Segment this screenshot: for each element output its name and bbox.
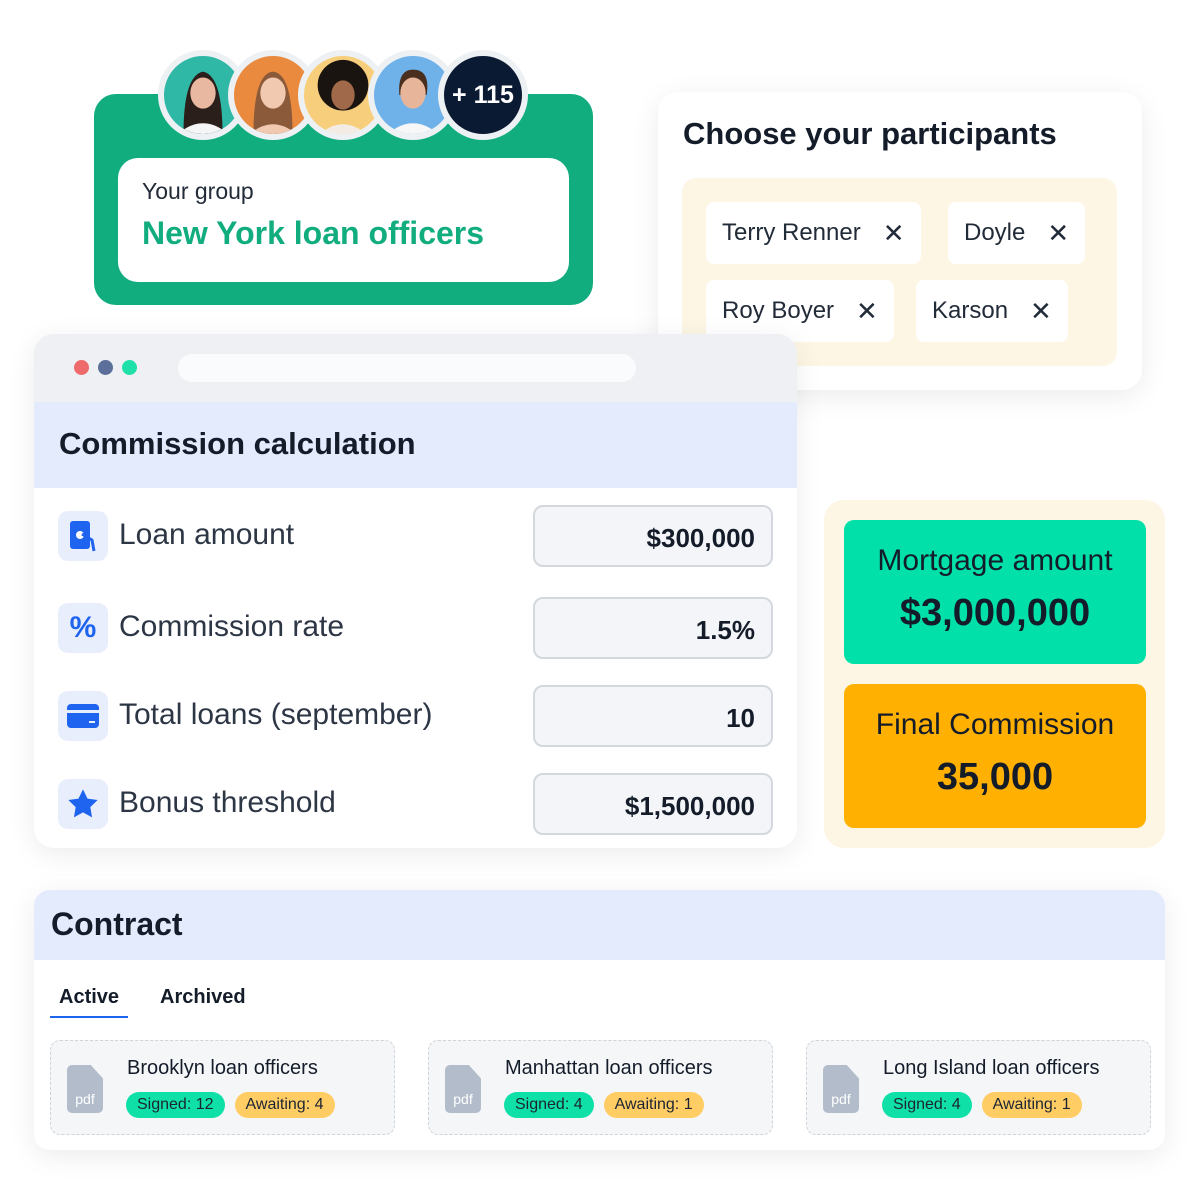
participants-title: Choose your participants [683,116,1057,151]
bonus-threshold-input[interactable]: $1,500,000 [533,773,773,835]
percent-icon: % [58,603,108,653]
row-label: Bonus threshold [119,786,336,819]
results-panel: Mortgage amount $3,000,000 Final Commiss… [824,500,1165,848]
close-icon[interactable]: ✕ [1047,217,1070,248]
avatar[interactable] [158,50,248,140]
participant-name: Karson [932,297,1009,324]
pdf-file-icon: pdf [67,1065,103,1113]
close-icon[interactable]: ✕ [1030,295,1052,326]
pdf-file-icon: pdf [445,1065,481,1113]
close-icon[interactable]: ✕ [882,217,905,248]
tab-active[interactable]: Active [50,986,129,1018]
contract-title-text: Manhattan loan officers [505,1057,713,1079]
participant-chip: Terry Renner ✕ [706,202,921,264]
commission-value: 35,000 [936,756,1054,798]
more-members-badge[interactable]: + 115 [438,50,528,140]
hand-money-icon [58,511,108,561]
group-info: Your group New York loan officers [118,158,569,282]
commission-window: Commission calculation Loan amount $300,… [34,334,797,848]
row-label: Commission rate [119,610,345,643]
calculation-title: Commission calculation [34,402,797,488]
row-label: Loan amount [119,518,295,551]
contract-item[interactable]: pdf Brooklyn loan officers Signed: 12 Awa… [50,1040,395,1135]
mortgage-label: Mortgage amount [877,544,1113,577]
participant-name: Terry Renner [722,219,861,246]
loan-amount-input[interactable]: $300,000 [533,505,773,567]
minimize-dot[interactable] [98,360,113,375]
mortgage-value: $3,000,000 [899,592,1091,634]
awaiting-badge: Awaiting: 1 [981,1092,1082,1118]
maximize-dot[interactable] [122,360,137,375]
participant-name: Doyle [964,219,1026,246]
awaiting-badge: Awaiting: 1 [603,1092,704,1118]
total-loans-input[interactable]: 10 [533,685,773,747]
contract-title-text: Long Island loan officers [883,1057,1100,1079]
close-icon[interactable]: ✕ [856,295,878,326]
signed-badge: Signed: 4 [504,1092,594,1118]
group-name: New York loan officers [142,215,485,251]
participant-chip: Roy Boyer ✕ [706,280,894,342]
row-label: Total loans (september) [119,698,433,731]
star-icon [58,779,108,829]
signed-badge: Signed: 12 [126,1092,225,1118]
commission-label: Final Commission [875,708,1115,741]
close-dot[interactable] [74,360,89,375]
contract-card: Contract Active Archived pdf Brooklyn lo… [34,890,1165,1150]
final-commission-card: Final Commission 35,000 [844,684,1146,828]
window-titlebar [34,334,797,402]
contract-title-text: Brooklyn loan officers [127,1057,318,1079]
contract-item[interactable]: pdf Manhattan loan officers Signed: 4 Awa… [428,1040,773,1135]
awaiting-badge: Awaiting: 4 [234,1092,335,1118]
participant-name: Roy Boyer [722,297,835,324]
group-label: Your group [142,178,254,204]
participant-chip: Doyle ✕ [948,202,1086,264]
participant-chip: Karson ✕ [916,280,1068,342]
commission-rate-input[interactable]: 1.5% [533,597,773,659]
contract-title: Contract [34,890,1165,960]
pdf-file-icon: pdf [823,1065,859,1113]
address-bar[interactable] [178,354,636,382]
credit-card-icon [58,691,108,741]
contract-item[interactable]: pdf Long Island loan officers Signed: 4 A… [806,1040,1151,1135]
tab-archived[interactable]: Archived [160,986,246,1008]
mortgage-amount-card: Mortgage amount $3,000,000 [844,520,1146,664]
signed-badge: Signed: 4 [882,1092,972,1118]
